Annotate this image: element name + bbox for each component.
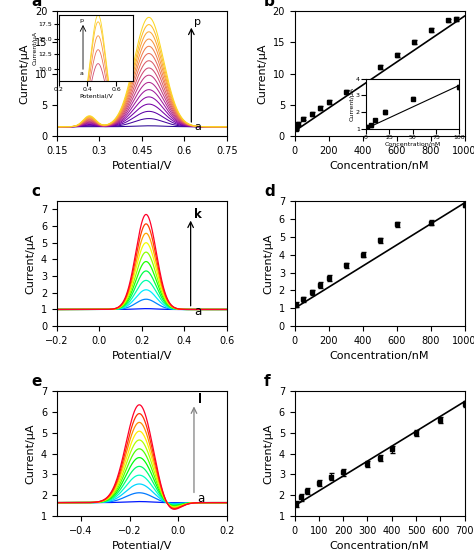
Text: p: p <box>194 17 201 27</box>
X-axis label: Potential/V: Potential/V <box>111 542 172 552</box>
Text: d: d <box>264 184 275 199</box>
X-axis label: Potential/V: Potential/V <box>111 162 172 171</box>
Y-axis label: Current/μA: Current/μA <box>25 423 36 484</box>
Y-axis label: Current/μA: Current/μA <box>257 43 267 104</box>
X-axis label: Concentration/nM: Concentration/nM <box>330 351 429 361</box>
Text: a: a <box>31 0 42 8</box>
Text: a: a <box>194 122 201 132</box>
Text: a: a <box>198 492 205 505</box>
Text: k: k <box>194 208 201 221</box>
Text: c: c <box>31 184 40 199</box>
X-axis label: Concentration/nM: Concentration/nM <box>330 542 429 552</box>
Y-axis label: Current/μA: Current/μA <box>263 423 273 484</box>
X-axis label: Potential/V: Potential/V <box>111 351 172 361</box>
Text: e: e <box>31 374 42 388</box>
Text: f: f <box>264 374 271 388</box>
Text: b: b <box>264 0 275 8</box>
Text: a: a <box>194 305 201 319</box>
Text: l: l <box>198 393 201 406</box>
Y-axis label: Current/μA: Current/μA <box>25 233 36 294</box>
Y-axis label: Current/μA: Current/μA <box>263 233 273 294</box>
X-axis label: Concentration/nM: Concentration/nM <box>330 162 429 171</box>
Y-axis label: Current/μA: Current/μA <box>19 43 29 104</box>
